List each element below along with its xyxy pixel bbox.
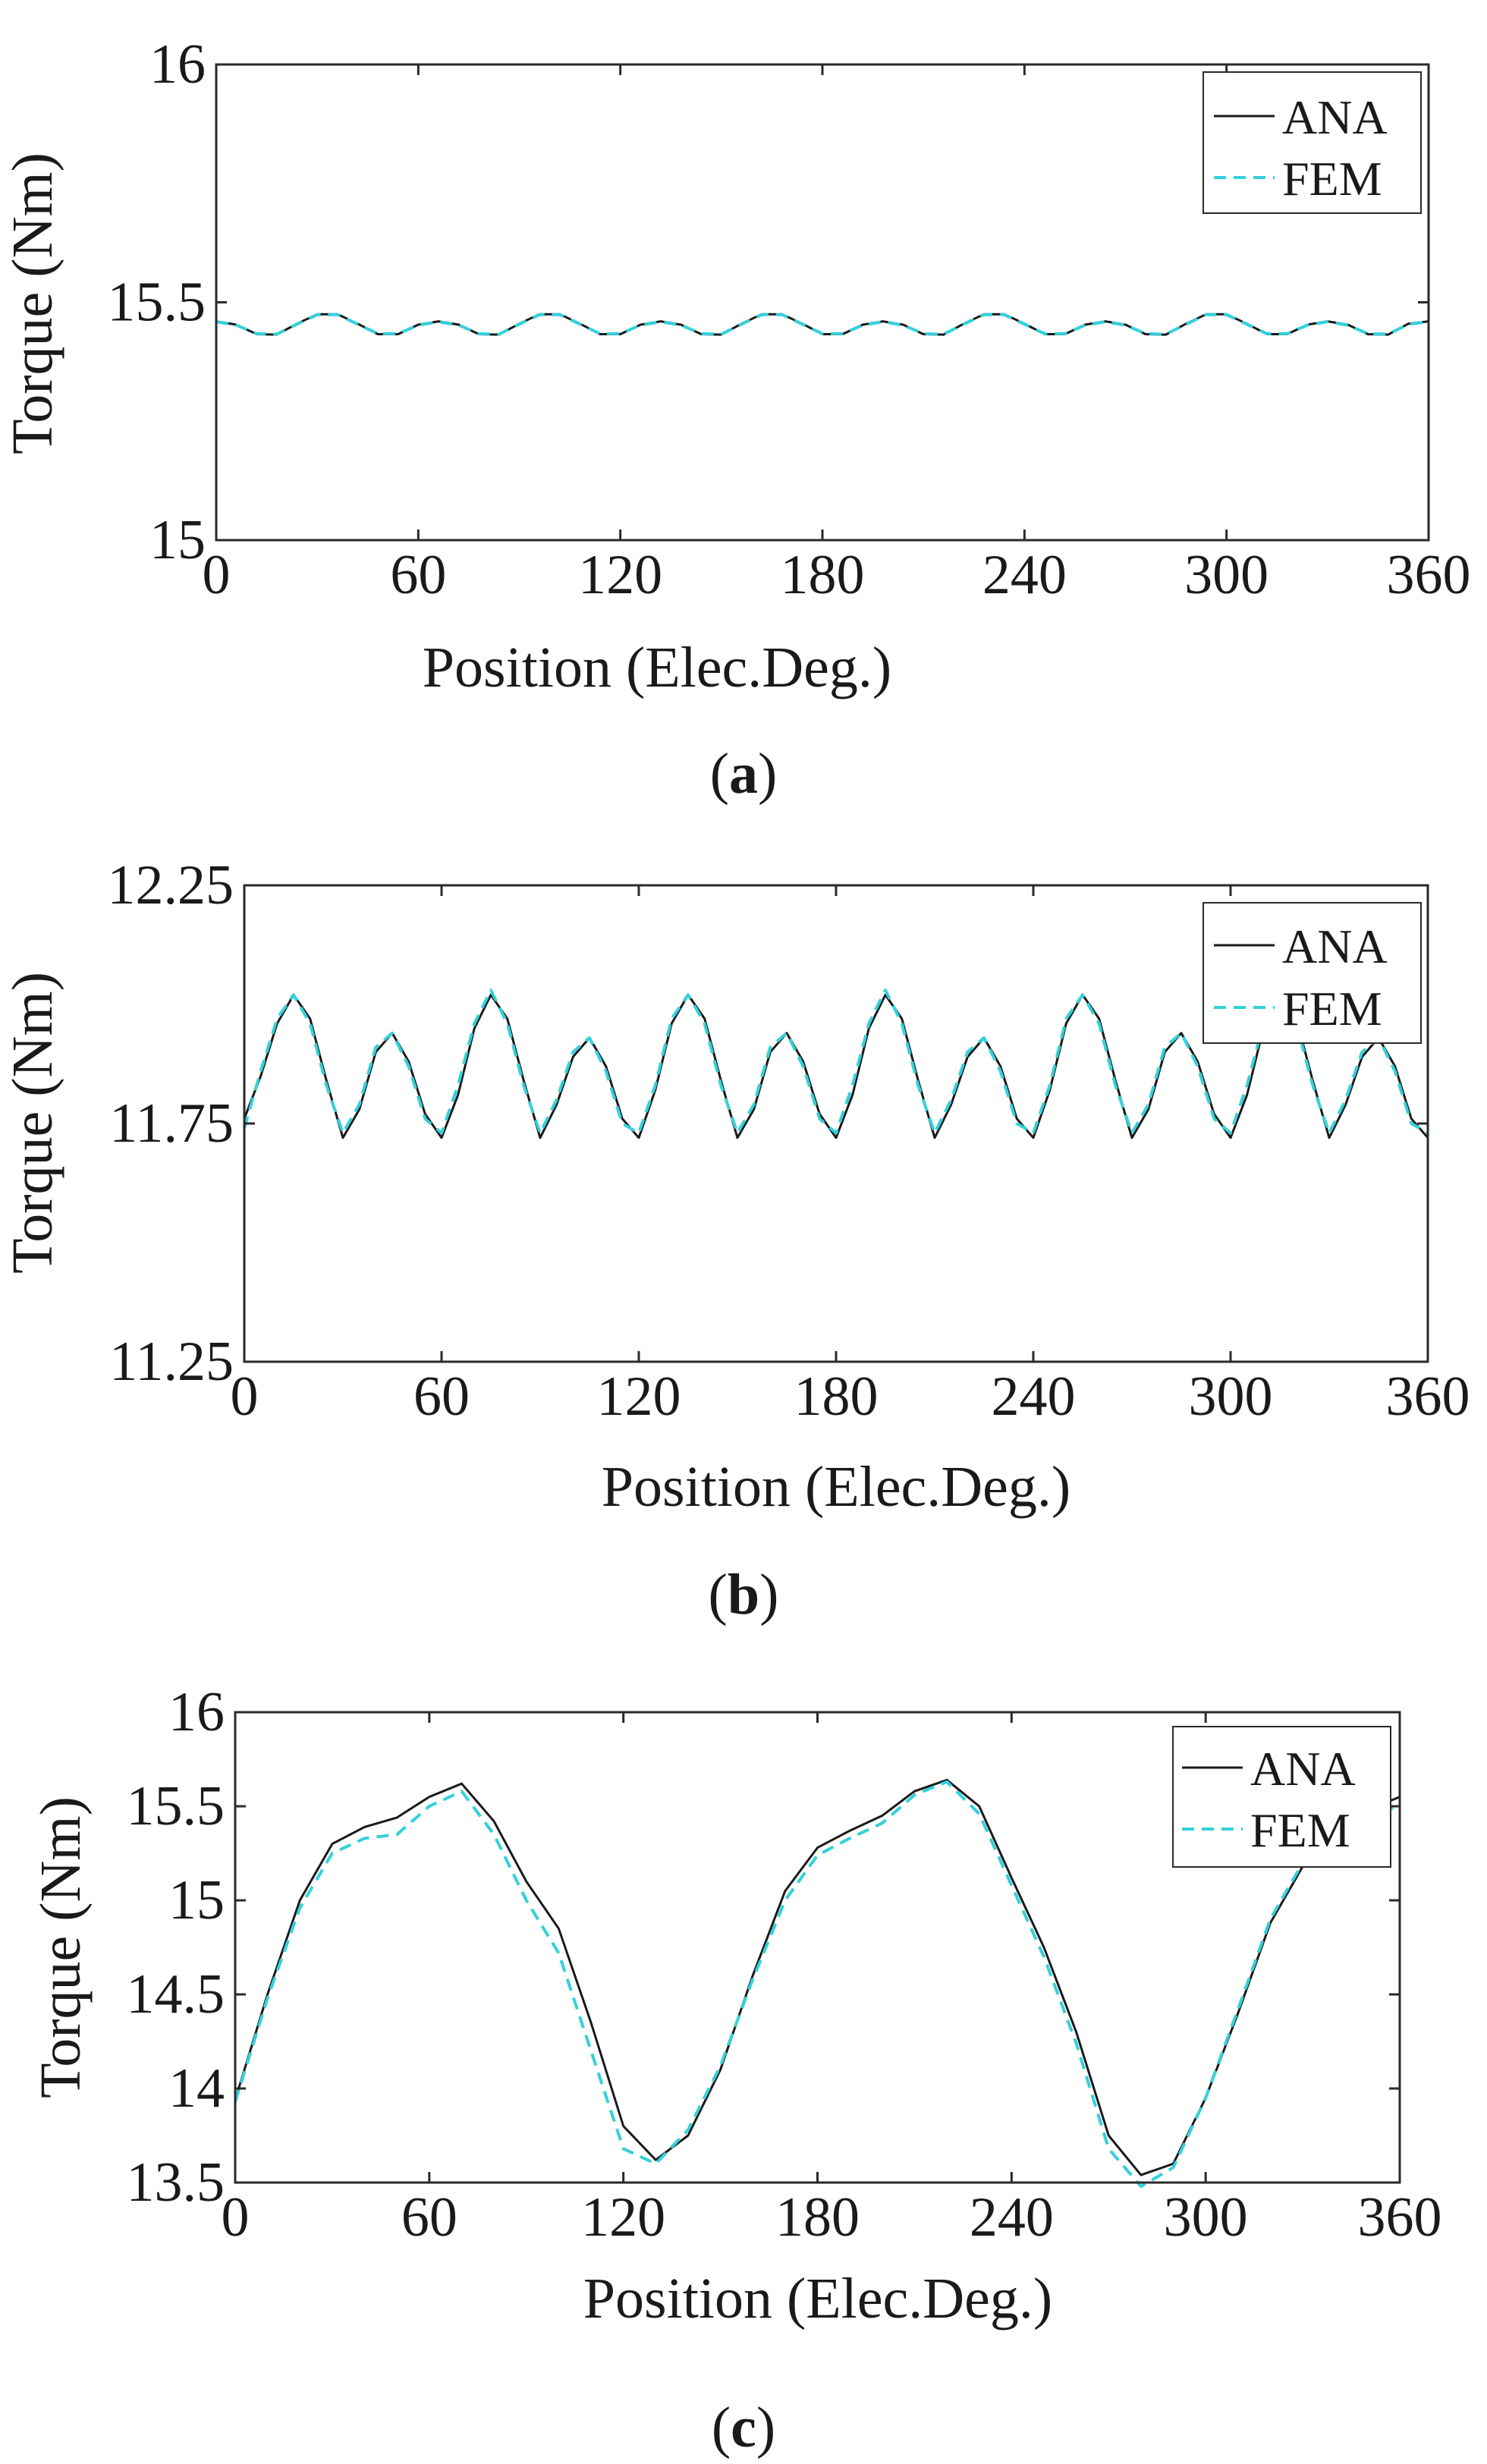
x-axis-label-b: Position (Elec.Deg.) [602, 1455, 1070, 1519]
series-line-fem-b [243, 988, 1429, 1135]
legend-label-fem-c: FEM [1250, 1803, 1350, 1857]
chart-panel-b: 0 60 120 180 240 300 360 11.25 11.75 12.25 Positi… [1, 854, 1470, 1626]
x-tick-label-c: 300 [1164, 2186, 1248, 2249]
series-line-fem-a [215, 313, 1429, 336]
legend-a: ANA FEM [1202, 71, 1422, 214]
chart-panel-c: 0 60 120 180 240 300 360 13.5 14 14.5 15 15.5 16 Pos… [29, 1681, 1442, 2459]
legend-label-ana-a: ANA [1282, 90, 1388, 144]
x-tick-label-b: 120 [597, 1366, 681, 1428]
y-tick-label-b: 12.25 [108, 854, 234, 916]
legend-c: ANA FEM [1172, 1726, 1391, 1868]
caption-letter-a: a [729, 742, 758, 806]
x-tick-label-a: 300 [1184, 544, 1269, 606]
y-tick-label-a: 16 [149, 33, 206, 96]
x-tick-label-b: 180 [794, 1366, 879, 1428]
x-tick-label-a: 60 [390, 544, 446, 606]
x-tick-label-c: 0 [222, 2186, 250, 2249]
x-tick-label-b: 0 [231, 1366, 259, 1428]
chart-panel-a: 0 60 120 180 240 300 360 15 15.5 16 Position (Ele… [1, 33, 1471, 806]
y-tick-label-c: 15.5 [127, 1775, 225, 1837]
y-tick-label-c: 13.5 [127, 2151, 225, 2214]
caption-letter-c: c [731, 2396, 756, 2459]
x-tick-label-a: 0 [203, 544, 231, 606]
series-line-fem-c [234, 1780, 1401, 2188]
y-tick-label-c: 15 [168, 1869, 225, 1931]
y-tick-label-a: 15.5 [108, 272, 206, 334]
legend-label-ana-b: ANA [1282, 919, 1388, 973]
x-axis-label-c: Position (Elec.Deg.) [583, 2267, 1052, 2330]
y-axis-label-b: Torque (Nm) [1, 972, 64, 1274]
y-tick-label-b: 11.75 [109, 1092, 234, 1155]
x-tick-label-b: 60 [413, 1366, 470, 1428]
y-axis-label-c: Torque (Nm) [29, 1796, 93, 2098]
legend-label-fem-a: FEM [1282, 152, 1382, 206]
series-line-ana-b [243, 993, 1429, 1139]
caption-c: (c) [712, 2396, 775, 2459]
caption-letter-b: b [728, 1563, 759, 1626]
x-tick-label-c: 180 [775, 2186, 860, 2249]
x-tick-label-a: 180 [781, 544, 865, 606]
x-tick-label-c: 120 [581, 2186, 665, 2249]
x-tick-label-b: 300 [1189, 1366, 1273, 1428]
x-tick-label-c: 240 [970, 2186, 1054, 2249]
x-tick-label-c: 360 [1358, 2186, 1442, 2249]
y-tick-label-b: 11.25 [109, 1331, 234, 1393]
caption-b: (b) [709, 1563, 779, 1626]
y-axis-label-a: Torque (Nm) [1, 152, 64, 454]
x-tick-label-b: 360 [1386, 1366, 1470, 1428]
x-tick-label-a: 240 [982, 544, 1067, 606]
legend-label-ana-c: ANA [1250, 1742, 1356, 1796]
x-tick-label-b: 240 [992, 1366, 1076, 1428]
y-tick-label-c: 14 [168, 2057, 225, 2120]
y-tick-label-c: 16 [168, 1681, 225, 1743]
x-tick-label-c: 60 [401, 2186, 457, 2249]
y-tick-label-c: 14.5 [127, 1963, 225, 2026]
caption-a: (a) [710, 742, 778, 806]
x-axis-label-a: Position (Elec.Deg.) [423, 636, 891, 699]
x-tick-label-a: 360 [1387, 544, 1471, 606]
legend-b: ANA FEM [1202, 902, 1422, 1044]
x-tick-label-a: 120 [578, 544, 662, 606]
legend-label-fem-b: FEM [1282, 982, 1382, 1036]
y-tick-label-a: 15 [149, 509, 206, 571]
